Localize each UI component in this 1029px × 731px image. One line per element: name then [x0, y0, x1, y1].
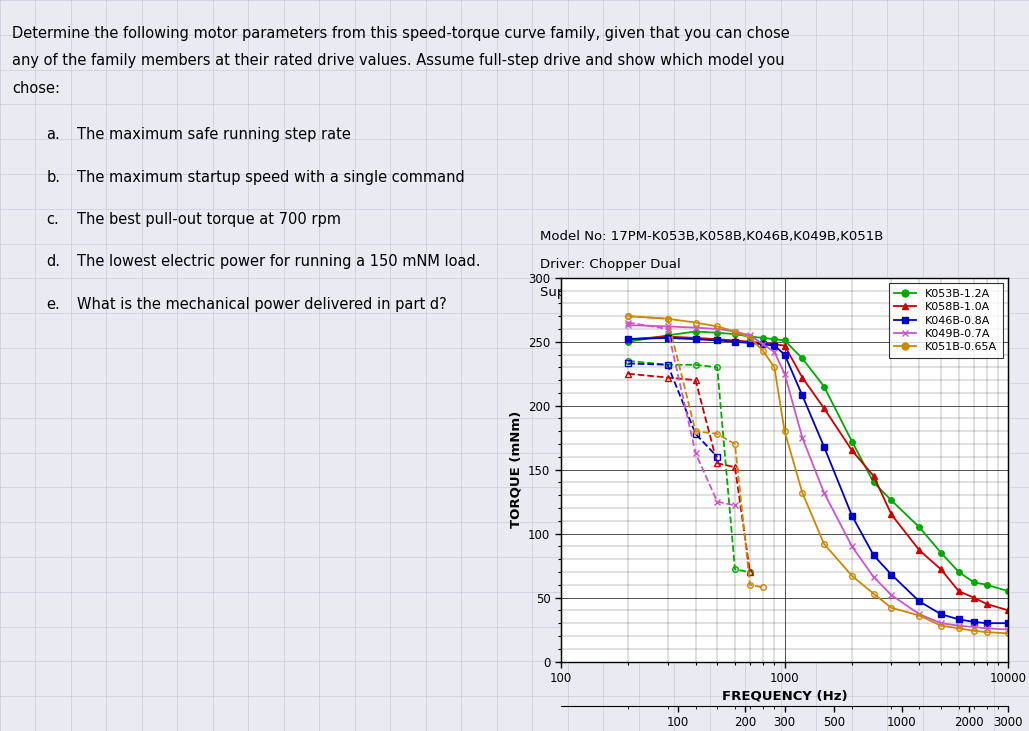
Text: What is the mechanical power delivered in part d?: What is the mechanical power delivered i…	[77, 297, 447, 312]
Text: e.: e.	[46, 297, 60, 312]
Y-axis label: TORQUE (mNm): TORQUE (mNm)	[509, 411, 523, 529]
Text: The best pull-out torque at 700 rpm: The best pull-out torque at 700 rpm	[77, 212, 342, 227]
Text: Determine the following motor parameters from this speed-torque curve family, gi: Determine the following motor parameters…	[12, 26, 790, 41]
Text: The maximum startup speed with a single command: The maximum startup speed with a single …	[77, 170, 465, 185]
Text: any of the family members at their rated drive values. Assume full-step drive an: any of the family members at their rated…	[12, 53, 785, 69]
X-axis label: FREQUENCY (Hz): FREQUENCY (Hz)	[721, 689, 848, 702]
Text: Model No: 17PM-K053B,K058B,K046B,K049B,K051B: Model No: 17PM-K053B,K058B,K046B,K049B,K…	[540, 230, 884, 243]
Text: d.: d.	[46, 254, 61, 270]
Text: The maximum safe running step rate: The maximum safe running step rate	[77, 127, 351, 143]
Text: The lowest electric power for running a 150 mNM load.: The lowest electric power for running a …	[77, 254, 481, 270]
Text: Driver: Chopper Dual: Driver: Chopper Dual	[540, 258, 681, 271]
Text: c.: c.	[46, 212, 59, 227]
Text: b.: b.	[46, 170, 61, 185]
Legend: K053B-1.2A, K058B-1.0A, K046B-0.8A, K049B-0.7A, K051B-0.65A: K053B-1.2A, K058B-1.0A, K046B-0.8A, K049…	[888, 284, 1003, 357]
Text: a.: a.	[46, 127, 60, 143]
Text: chose:: chose:	[12, 81, 61, 96]
Text: Supply Voltage: 24.0 (Volt): Supply Voltage: 24.0 (Volt)	[540, 286, 718, 299]
